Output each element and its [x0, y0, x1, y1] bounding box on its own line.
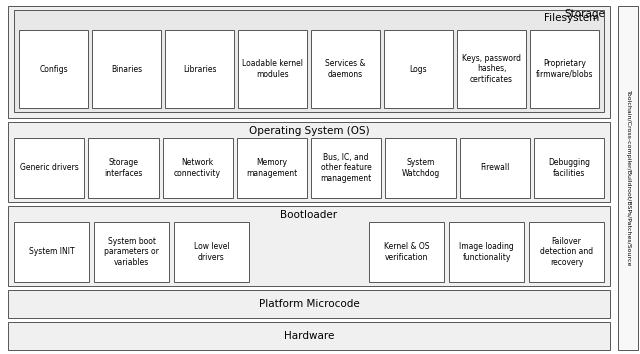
Bar	[14, 138, 84, 198]
Text: Low level
drivers: Low level drivers	[194, 242, 229, 262]
Text: Firewall: Firewall	[480, 164, 509, 172]
Text: Services &
daemons: Services & daemons	[325, 59, 365, 79]
Bar	[534, 138, 604, 198]
Text: System boot
parameters or
variables: System boot parameters or variables	[104, 237, 159, 267]
Bar	[8, 122, 610, 202]
Bar	[369, 222, 444, 282]
Bar	[14, 222, 89, 282]
Text: Keys, password
hashes,
certificates: Keys, password hashes, certificates	[462, 54, 521, 84]
Bar	[14, 10, 604, 112]
Text: Proprietary
firmware/blobs: Proprietary firmware/blobs	[536, 59, 593, 79]
Bar	[8, 290, 610, 318]
Bar	[311, 30, 380, 108]
Text: Hardware: Hardware	[284, 331, 334, 341]
Text: Configs: Configs	[39, 64, 68, 74]
Text: System
Watchdog: System Watchdog	[401, 158, 440, 178]
Bar	[311, 138, 381, 198]
Bar	[163, 138, 233, 198]
Text: Operating System (OS): Operating System (OS)	[249, 126, 369, 136]
Bar	[385, 138, 456, 198]
Bar	[238, 30, 307, 108]
Bar	[529, 222, 604, 282]
Bar	[8, 6, 610, 118]
Text: Loadable kernel
modules: Loadable kernel modules	[242, 59, 303, 79]
Text: System INIT: System INIT	[29, 247, 74, 257]
Bar	[88, 138, 159, 198]
Bar	[8, 322, 610, 350]
Text: Filesystem: Filesystem	[544, 13, 599, 23]
Bar	[618, 6, 638, 350]
Text: Binaries: Binaries	[111, 64, 142, 74]
Text: Bus, IC, and
other feature
management: Bus, IC, and other feature management	[321, 153, 372, 183]
Text: Kernel & OS
verification: Kernel & OS verification	[384, 242, 429, 262]
Text: Storage: Storage	[564, 9, 605, 19]
Text: Libraries: Libraries	[183, 64, 216, 74]
Bar	[457, 30, 526, 108]
Bar	[174, 222, 249, 282]
Text: Toolchain/Cross-compiler/Buildroot/BSPs/Patches/Source: Toolchain/Cross-compiler/Buildroot/BSPs/…	[625, 90, 630, 266]
Text: Failover
detection and
recovery: Failover detection and recovery	[540, 237, 593, 267]
Bar	[19, 30, 88, 108]
Bar	[92, 30, 161, 108]
Bar	[530, 30, 599, 108]
Bar	[237, 138, 307, 198]
Bar	[384, 30, 453, 108]
Bar	[460, 138, 530, 198]
Bar	[94, 222, 169, 282]
Bar	[8, 206, 610, 286]
Text: Platform Microcode: Platform Microcode	[259, 299, 360, 309]
Text: Storage
interfaces: Storage interfaces	[104, 158, 143, 178]
Text: Bootloader: Bootloader	[280, 210, 337, 220]
Bar	[449, 222, 524, 282]
Text: Logs: Logs	[410, 64, 428, 74]
Bar	[165, 30, 234, 108]
Text: Image loading
functionality: Image loading functionality	[459, 242, 514, 262]
Text: Debugging
facilities: Debugging facilities	[548, 158, 590, 178]
Text: Network
connectivity: Network connectivity	[174, 158, 221, 178]
Text: Generic drivers: Generic drivers	[20, 164, 79, 172]
Text: Memory
management: Memory management	[246, 158, 298, 178]
